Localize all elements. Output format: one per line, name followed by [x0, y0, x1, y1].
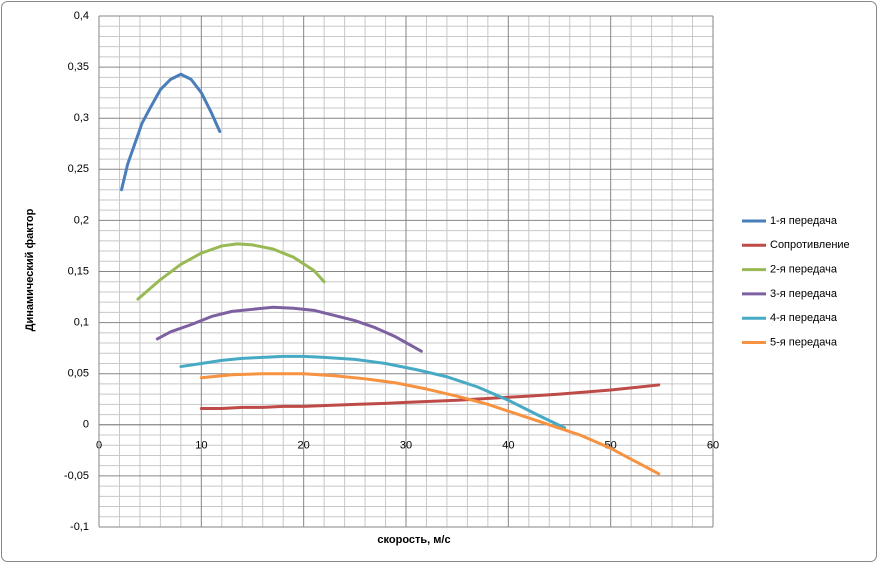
series-line — [199, 383, 661, 410]
series-line — [136, 242, 326, 301]
legend-label: 4-я передача — [770, 312, 838, 324]
x-tick-label: 60 — [707, 440, 719, 452]
legend-label: Сопротивление — [770, 239, 850, 251]
x-tick-label: 20 — [298, 440, 310, 452]
y-tick-label: 0,15 — [68, 265, 89, 277]
legend-label: 5-я передача — [770, 336, 838, 348]
series-line — [120, 72, 222, 192]
y-tick-label: -0,1 — [70, 521, 89, 533]
y-tick-label: 0 — [83, 419, 89, 431]
legend-label: 2-я передача — [770, 264, 838, 276]
y-tick-label: 0,05 — [68, 368, 89, 380]
y-axis-title: Динамический фактор — [24, 208, 36, 331]
x-tick-label: 40 — [502, 440, 514, 452]
y-tick-label: 0,1 — [74, 317, 89, 329]
x-tick-label: 10 — [195, 440, 207, 452]
x-axis-title: скорость, м/с — [377, 534, 450, 546]
x-tick-label: 30 — [400, 440, 412, 452]
y-tick-label: 0,25 — [68, 163, 89, 175]
y-tick-label: 0,4 — [74, 10, 89, 22]
y-tick-label: 0,3 — [74, 112, 89, 124]
series-line — [155, 305, 423, 353]
series-line — [179, 354, 567, 430]
legend-label: 1-я передача — [770, 215, 838, 227]
series-line — [199, 372, 661, 476]
y-tick-label: 0,2 — [74, 214, 89, 226]
y-tick-label: 0,35 — [68, 61, 89, 73]
legend-label: 3-я передача — [770, 288, 838, 300]
y-tick-label: -0,05 — [64, 470, 89, 482]
